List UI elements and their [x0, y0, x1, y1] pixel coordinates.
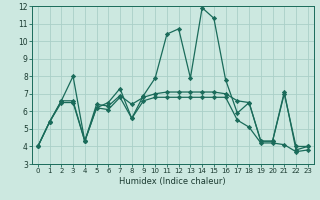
- X-axis label: Humidex (Indice chaleur): Humidex (Indice chaleur): [119, 177, 226, 186]
